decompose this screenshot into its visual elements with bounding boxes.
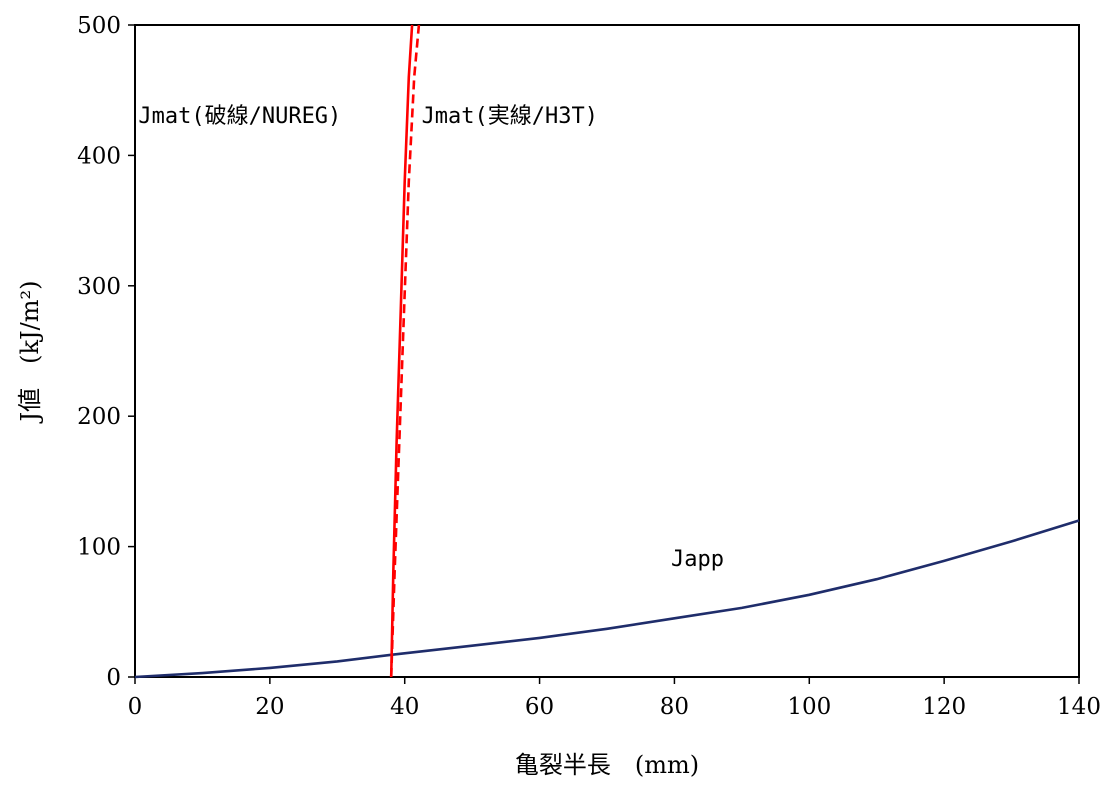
x-tick-label: 60	[525, 694, 554, 720]
y-tick-label: 100	[77, 535, 121, 561]
annotation-label: Jmat(実線/H3T)	[422, 104, 598, 129]
x-tick-label: 140	[1057, 694, 1101, 720]
annotation-label: Japp	[671, 547, 724, 572]
x-tick-label: 40	[390, 694, 419, 720]
y-axis-label: J値 (kJ/m²)	[16, 281, 44, 425]
plot-frame	[134, 24, 1080, 678]
x-tick-label: 20	[255, 694, 284, 720]
y-ticks: 0 100 200 300 400 500	[77, 13, 135, 691]
x-tick-label: 0	[128, 694, 143, 720]
x-ticks: 0 20 40 60 80 100 120 140	[128, 677, 1101, 720]
y-tick-label: 0	[106, 665, 121, 691]
y-tick-label: 400	[77, 143, 121, 169]
annotations: Jmat(破線/NUREG) Jmat(実線/H3T) Japp	[138, 104, 724, 572]
x-tick-label: 80	[660, 694, 689, 720]
x-tick-label: 120	[922, 694, 966, 720]
series-line-2	[389, 24, 421, 678]
y-tick-label: 200	[77, 404, 121, 430]
series-line-0	[134, 519, 1080, 679]
x-axis-label: 亀裂半長 (mm)	[515, 751, 699, 779]
series-group	[134, 24, 1080, 679]
y-tick-label: 300	[77, 274, 121, 300]
y-tick-label: 500	[77, 13, 121, 39]
annotation-label: Jmat(破線/NUREG)	[138, 104, 341, 129]
x-tick-label: 100	[787, 694, 831, 720]
